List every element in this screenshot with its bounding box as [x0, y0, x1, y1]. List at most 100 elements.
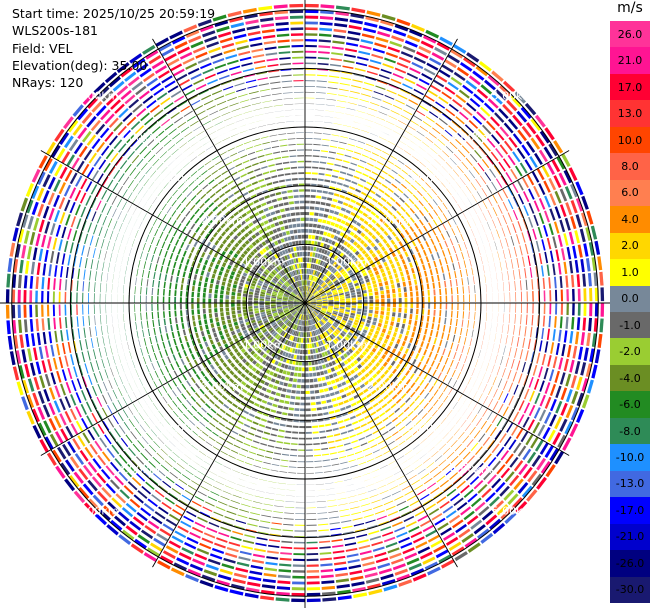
range-gate [383, 222, 390, 228]
range-gate [238, 344, 244, 350]
range-gate [279, 356, 284, 362]
range-gate [252, 421, 259, 426]
range-gate [253, 300, 259, 303]
range-gate [547, 355, 552, 367]
range-gate [249, 314, 255, 318]
range-gate [361, 396, 367, 402]
range-gate [448, 173, 455, 181]
range-gate [563, 358, 569, 372]
range-gate [352, 586, 366, 593]
range-gate [195, 401, 202, 408]
range-gate [327, 264, 332, 270]
range-gate [491, 252, 495, 262]
range-gate [363, 148, 372, 153]
range-gate [343, 536, 355, 541]
range-gate [405, 397, 411, 403]
range-gate [115, 254, 118, 263]
range-gate [240, 473, 249, 477]
range-gate [557, 434, 567, 449]
range-gate [200, 330, 205, 337]
range-gate [294, 318, 298, 324]
range-gate [228, 541, 241, 547]
range-gate [319, 327, 324, 333]
range-gate [330, 316, 336, 320]
range-gate [425, 529, 437, 538]
range-gate [306, 292, 309, 298]
range-gate [299, 337, 302, 343]
range-gate [408, 99, 419, 106]
range-gate [65, 329, 69, 341]
range-gate [455, 235, 459, 244]
range-gate [434, 455, 443, 462]
range-gate [310, 304, 316, 308]
range-gate [432, 106, 442, 114]
range-gate [222, 324, 227, 330]
range-gate [231, 416, 238, 422]
range-gate [190, 377, 196, 384]
range-gate [203, 314, 207, 320]
range-gate [171, 487, 182, 495]
range-gate [224, 354, 230, 360]
range-gate [342, 160, 350, 164]
range-gate [371, 234, 377, 240]
range-gate [305, 455, 314, 457]
range-gate [316, 271, 321, 277]
range-gate [413, 231, 418, 238]
range-gate [352, 257, 358, 263]
range-gate [270, 390, 276, 395]
range-gate [256, 317, 262, 322]
range-gate [490, 231, 495, 241]
range-gate [315, 395, 321, 400]
range-gate [391, 465, 399, 470]
range-gate [399, 345, 404, 352]
range-gate [364, 401, 371, 407]
range-gate [284, 345, 289, 351]
range-gate [340, 303, 345, 305]
range-gate [225, 390, 232, 396]
range-gate [293, 300, 300, 302]
range-gate [117, 399, 123, 409]
range-gate [382, 238, 388, 244]
range-gate [340, 77, 352, 81]
range-gate [428, 212, 434, 220]
range-gate [474, 294, 476, 302]
range-gate [309, 306, 314, 311]
range-gate [367, 231, 373, 237]
range-gate [213, 298, 218, 303]
range-gate [334, 163, 341, 167]
range-gate [153, 414, 160, 422]
range-gate [531, 171, 540, 183]
range-gate [574, 259, 579, 273]
range-gate [244, 492, 254, 496]
range-gate [382, 531, 394, 537]
range-gate [292, 348, 296, 354]
range-gate [77, 328, 81, 339]
range-gate [178, 263, 183, 270]
range-gate [332, 269, 337, 274]
range-gate [180, 343, 185, 350]
range-gate [343, 386, 349, 392]
range-gate [172, 400, 178, 407]
range-gate [220, 470, 229, 475]
range-gate [425, 342, 430, 350]
range-gate [215, 317, 219, 322]
range-gate [324, 226, 330, 231]
range-gate [489, 426, 497, 437]
range-gate [378, 136, 387, 141]
range-gate [294, 524, 305, 526]
range-gate [11, 304, 16, 319]
range-gate [375, 385, 382, 391]
range-gate [188, 328, 192, 334]
range-gate [217, 373, 223, 380]
range-gate [568, 231, 575, 245]
range-gate [196, 298, 200, 303]
range-gate [308, 280, 311, 286]
range-gate [331, 313, 337, 317]
range-gate [368, 588, 383, 596]
range-gate [324, 277, 329, 283]
range-gate [339, 141, 347, 145]
range-gate [398, 536, 410, 544]
range-gate [400, 393, 407, 399]
range-gate [316, 189, 323, 193]
range-gate [379, 365, 385, 372]
